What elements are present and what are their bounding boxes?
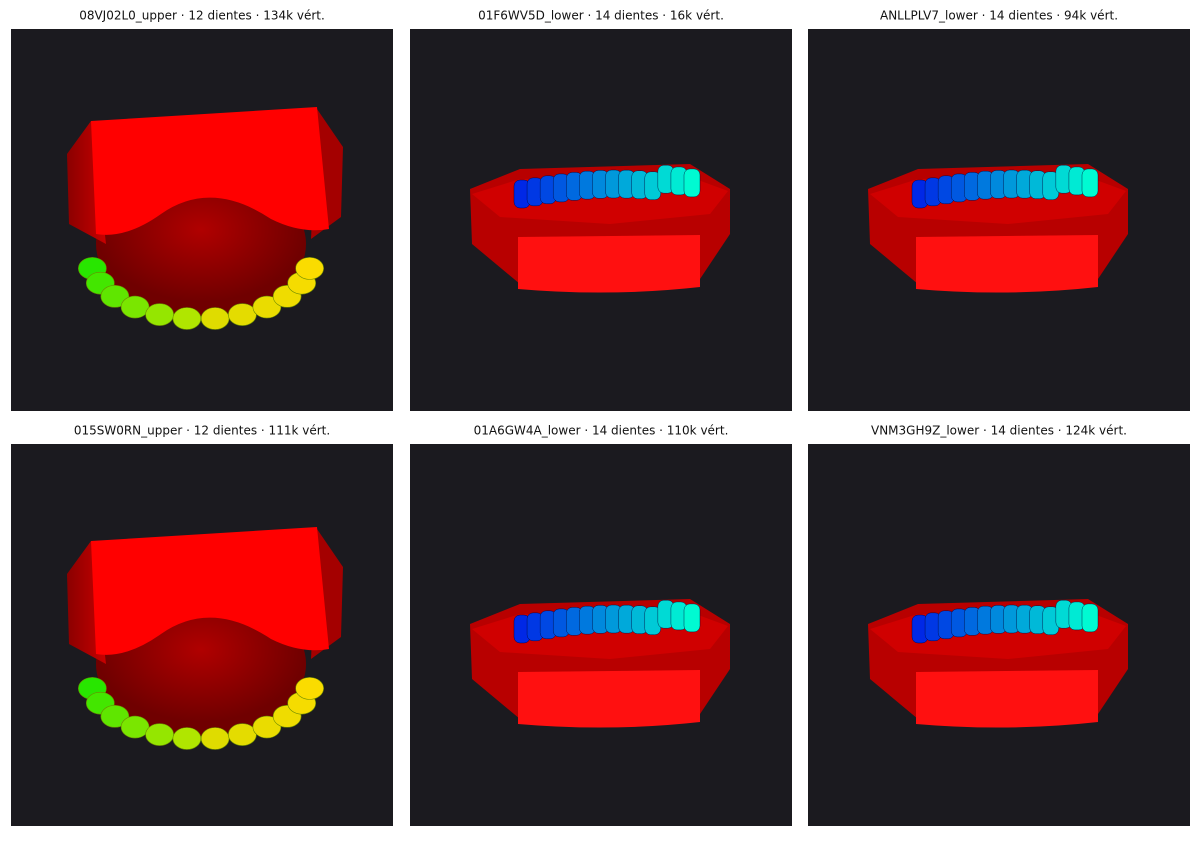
panel-title: ANLLPLV7_lower · 14 dientes · 94k vért. bbox=[880, 9, 1118, 23]
panel-title: 01F6WV5D_lower · 14 dientes · 16k vért. bbox=[478, 9, 724, 23]
dental-model bbox=[469, 598, 731, 729]
panel-title: VNM3GH9Z_lower · 14 dientes · 124k vért. bbox=[871, 424, 1127, 438]
panel bbox=[808, 29, 1190, 411]
panel bbox=[11, 444, 393, 826]
panel-title: 015SW0RN_upper · 12 dientes · 111k vért. bbox=[74, 424, 330, 438]
dental-model bbox=[867, 598, 1129, 729]
panel-title: 08VJ02L0_upper · 12 dientes · 134k vért. bbox=[79, 9, 325, 23]
panel-title: 01A6GW4A_lower · 14 dientes · 110k vért. bbox=[474, 424, 729, 438]
panel bbox=[410, 444, 792, 826]
panel bbox=[11, 29, 393, 411]
dental-model bbox=[867, 163, 1129, 294]
panel bbox=[410, 29, 792, 411]
dental-model bbox=[469, 163, 731, 294]
panel bbox=[808, 444, 1190, 826]
